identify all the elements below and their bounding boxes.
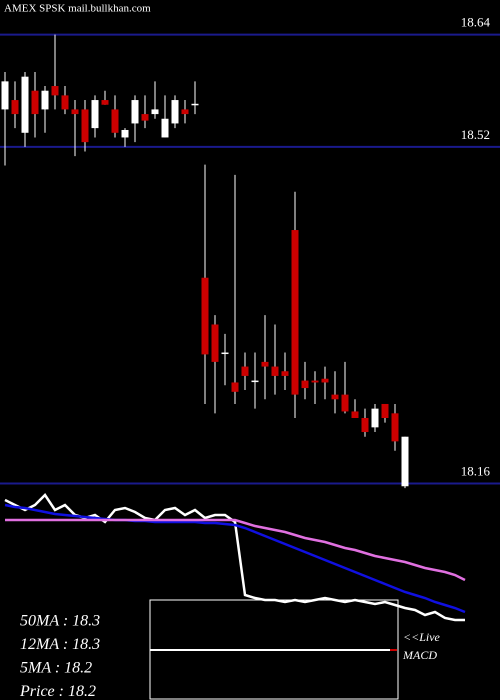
legend-entry: 50MA : 18.3 xyxy=(20,613,100,630)
candle-body xyxy=(231,382,239,392)
ma-line xyxy=(4,493,465,622)
y-tick-label: 18.16 xyxy=(461,463,491,478)
macd-label: <<Live xyxy=(403,630,441,644)
candle-body xyxy=(21,76,29,133)
candle-body xyxy=(291,230,299,395)
candle-body xyxy=(71,109,79,115)
candle-body xyxy=(211,324,219,362)
candle-body xyxy=(151,109,159,115)
candle-body xyxy=(321,378,329,383)
ma-line xyxy=(4,503,466,614)
candle-body xyxy=(311,380,319,383)
macd-label: MACD xyxy=(402,648,437,662)
candle-body xyxy=(191,103,199,106)
candle-body xyxy=(261,361,269,367)
candle-body xyxy=(181,109,189,115)
candle-body xyxy=(341,394,349,412)
chart-title: AMEX SPSK mail.bullkhan.com xyxy=(4,3,151,15)
candle-body xyxy=(41,90,49,110)
candle-body xyxy=(111,109,119,133)
y-tick-label: 18.52 xyxy=(461,127,490,142)
candle-body xyxy=(141,114,149,121)
legend-entry: 12MA : 18.3 xyxy=(20,636,100,653)
candle-body xyxy=(401,436,409,487)
candle-body xyxy=(271,366,279,376)
candle-body xyxy=(351,411,359,418)
candle-body xyxy=(61,95,69,110)
candle-body xyxy=(101,100,109,105)
candle-body xyxy=(161,118,169,138)
candle-body xyxy=(11,100,19,115)
candle-body xyxy=(241,366,249,376)
candle-body xyxy=(201,277,209,355)
candle-body xyxy=(301,380,309,389)
candle-body xyxy=(281,371,289,376)
candle-body xyxy=(171,100,179,124)
y-tick-label: 18.64 xyxy=(461,15,491,30)
candle-body xyxy=(31,90,39,115)
candle-body xyxy=(371,408,379,428)
candle-body xyxy=(381,403,389,418)
legend-entry: 5MA : 18.2 xyxy=(20,660,92,677)
candle-body xyxy=(251,380,259,383)
candle-body xyxy=(81,109,89,143)
candle-body xyxy=(331,394,339,400)
ma-line xyxy=(5,518,466,582)
candle-body xyxy=(91,100,99,129)
candle-body xyxy=(1,81,9,110)
candle-body xyxy=(361,417,369,433)
candle-body xyxy=(121,129,129,138)
candle-body xyxy=(391,413,399,442)
candle-body xyxy=(131,100,139,124)
legend-entry: Price : 18.2 xyxy=(19,683,96,700)
candle-body xyxy=(51,86,59,96)
candle-body xyxy=(221,352,229,355)
